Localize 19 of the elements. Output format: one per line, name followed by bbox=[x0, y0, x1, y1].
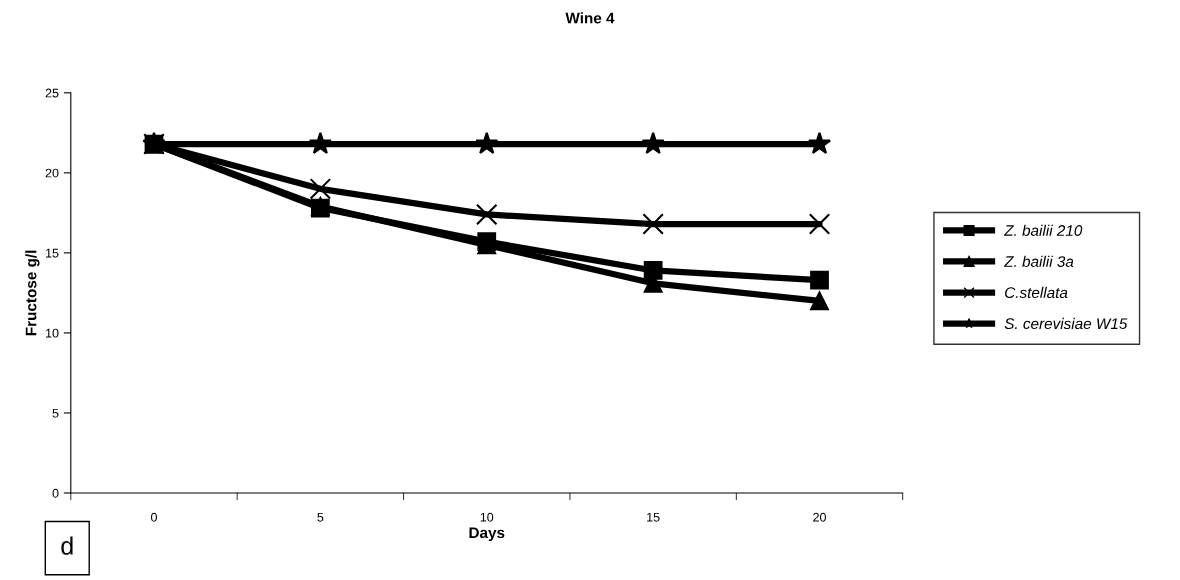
y-axis-title: Fructose g/l bbox=[25, 250, 40, 336]
x-tick-label: 10 bbox=[480, 512, 494, 522]
x-tick-label: 0 bbox=[151, 512, 157, 522]
y-tick-label: 20 bbox=[45, 168, 59, 178]
legend-label: C.stellata bbox=[1005, 286, 1068, 299]
y-tick-label: 15 bbox=[46, 248, 59, 258]
x-tick-label: 5 bbox=[317, 512, 324, 522]
legend-label: Z. bailii 3a bbox=[1003, 255, 1074, 267]
y-tick-label: 5 bbox=[52, 408, 59, 418]
legend-label: S. cerevisiae W15 bbox=[1004, 317, 1128, 330]
x-tick-label: 20 bbox=[813, 512, 826, 522]
x-axis-title: Days bbox=[469, 527, 505, 542]
y-tick-label: 0 bbox=[52, 488, 59, 498]
legend-label: Z. bailii 210 bbox=[1003, 224, 1083, 236]
y-tick-label: 10 bbox=[46, 328, 59, 338]
y-tick-label: 25 bbox=[45, 88, 59, 98]
chart-title: Wine 4 bbox=[565, 12, 615, 24]
text: d bbox=[61, 536, 73, 555]
x-tick-label: 15 bbox=[647, 512, 660, 522]
